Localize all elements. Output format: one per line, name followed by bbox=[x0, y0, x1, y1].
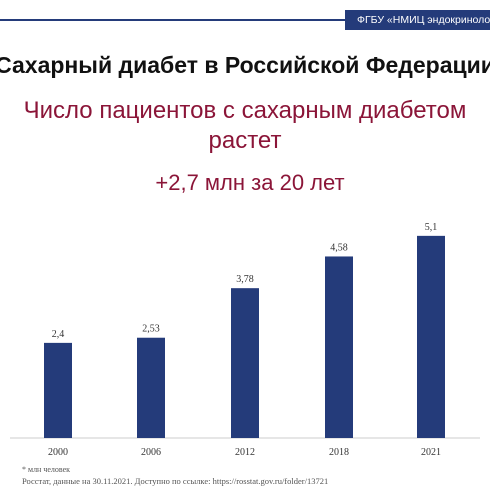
slide-subtitle: Число пациентов с сахарным диабетом раст… bbox=[0, 96, 490, 156]
bar-value-label: 2,53 bbox=[142, 324, 160, 335]
bar-value-label: 3,78 bbox=[236, 274, 254, 285]
bar-chart: 2,4 2000 2,53 2006 3,78 2012 4,58 2018 5,1 2021 bbox=[10, 222, 480, 458]
bar-2006 bbox=[137, 337, 165, 438]
subtitle-line-1: Число пациентов с сахарным диабетом bbox=[23, 97, 467, 124]
top-bar: ФГБУ «НМИЦ эндокринологии» bbox=[0, 10, 490, 30]
source-footnote: Росстат, данные на 30.11.2021. Доступно … bbox=[22, 476, 329, 486]
organization-badge: ФГБУ «НМИЦ эндокринологии» bbox=[345, 10, 490, 30]
x-tick-label: 2006 bbox=[141, 447, 161, 458]
chart-title: +2,7 млн за 20 лет bbox=[155, 170, 345, 195]
bar-value-label: 2,4 bbox=[52, 329, 65, 340]
bar-2021 bbox=[417, 235, 445, 438]
x-tick-label: 2021 bbox=[421, 447, 441, 458]
bar-2012 bbox=[231, 288, 259, 438]
x-tick-label: 2012 bbox=[235, 447, 255, 458]
bar-2018 bbox=[325, 256, 353, 438]
bar-value-label: 4,58 bbox=[330, 242, 348, 253]
unit-footnote: * млн человек bbox=[22, 465, 71, 474]
header-rule bbox=[0, 19, 345, 21]
bar-2000 bbox=[44, 342, 72, 438]
subtitle-line-2: растет bbox=[208, 127, 282, 154]
x-tick-label: 2018 bbox=[329, 447, 349, 458]
page-title: Сахарный диабет в Российской Федерации bbox=[0, 52, 490, 78]
x-tick-label: 2000 bbox=[48, 447, 68, 458]
bar-value-label: 5,1 bbox=[425, 222, 438, 233]
